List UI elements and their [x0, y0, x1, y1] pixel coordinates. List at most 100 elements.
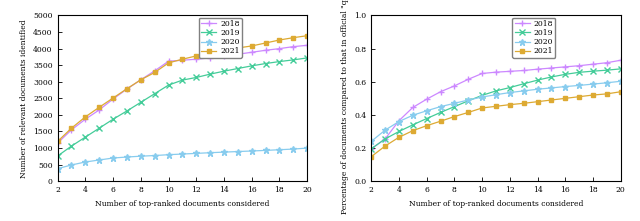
2021 [381, 145, 389, 147]
2021 [137, 78, 145, 81]
Legend: 2018, 2019, 2020, 2021: 2018, 2019, 2020, 2021 [512, 18, 556, 58]
2020 [465, 99, 472, 101]
2019 [193, 76, 200, 79]
2019 [451, 105, 458, 108]
2020 [81, 161, 89, 163]
2018 [123, 88, 131, 90]
2018 [395, 119, 403, 122]
2020 [548, 87, 556, 89]
2018 [220, 55, 228, 58]
2019 [367, 148, 375, 150]
2018 [303, 44, 311, 47]
2018 [367, 148, 375, 150]
2021 [123, 87, 131, 90]
2019 [603, 69, 611, 72]
2020 [506, 91, 514, 94]
2021 [561, 97, 569, 100]
2020 [248, 150, 255, 152]
2021 [492, 105, 500, 108]
2018 [603, 61, 611, 64]
2020 [234, 150, 242, 153]
2019 [95, 127, 103, 130]
2020 [206, 151, 214, 154]
2018 [289, 45, 297, 48]
2019 [206, 73, 214, 75]
2020 [561, 85, 569, 88]
2020 [289, 148, 297, 150]
Line: 2021: 2021 [56, 34, 309, 143]
Line: 2018: 2018 [369, 57, 623, 152]
Line: 2019: 2019 [55, 55, 310, 159]
2019 [262, 62, 269, 65]
2018 [151, 69, 159, 72]
2020 [478, 96, 486, 98]
2019 [409, 124, 417, 126]
2021 [506, 103, 514, 106]
2019 [561, 73, 569, 76]
2020 [617, 80, 625, 83]
2021 [589, 94, 597, 96]
2021 [220, 49, 228, 51]
2021 [193, 55, 200, 57]
2019 [137, 101, 145, 104]
2019 [423, 117, 431, 120]
2020 [164, 153, 172, 156]
2019 [478, 94, 486, 97]
2020 [95, 159, 103, 161]
2018 [520, 69, 527, 72]
2019 [123, 110, 131, 112]
2020 [123, 156, 131, 158]
2021 [520, 102, 527, 105]
2018 [534, 68, 541, 70]
2019 [151, 92, 159, 95]
X-axis label: Number of top-ranked documents considered: Number of top-ranked documents considere… [409, 200, 583, 208]
2019 [81, 136, 89, 138]
2018 [589, 63, 597, 66]
2021 [548, 99, 556, 101]
2020 [492, 93, 500, 96]
2020 [575, 84, 583, 87]
2019 [575, 71, 583, 74]
Y-axis label: Number of relevant documents identified: Number of relevant documents identified [20, 19, 28, 178]
2018 [137, 78, 145, 81]
2020 [303, 147, 311, 149]
2018 [276, 47, 284, 50]
2019 [534, 79, 541, 82]
2019 [54, 155, 61, 157]
2021 [465, 111, 472, 114]
2021 [234, 47, 242, 49]
2019 [395, 130, 403, 133]
X-axis label: Number of top-ranked documents considered: Number of top-ranked documents considere… [95, 200, 269, 208]
2018 [423, 98, 431, 101]
2020 [451, 102, 458, 105]
Y-axis label: Percentage of documents compared to that in official "qrels": Percentage of documents compared to that… [340, 0, 349, 214]
2020 [68, 164, 76, 166]
Line: 2018: 2018 [55, 42, 310, 146]
2018 [179, 59, 186, 61]
2021 [68, 127, 76, 130]
2019 [492, 90, 500, 92]
2018 [381, 138, 389, 140]
Line: 2021: 2021 [369, 90, 623, 159]
2019 [520, 82, 527, 85]
2018 [81, 118, 89, 121]
2020 [534, 88, 541, 91]
2020 [395, 120, 403, 123]
2020 [179, 153, 186, 155]
2018 [95, 109, 103, 111]
2021 [534, 100, 541, 103]
2018 [561, 65, 569, 68]
2018 [451, 85, 458, 87]
2018 [465, 78, 472, 81]
2020 [151, 154, 159, 157]
2020 [109, 157, 117, 159]
2018 [164, 60, 172, 63]
2021 [95, 106, 103, 109]
2021 [289, 36, 297, 39]
2020 [276, 149, 284, 151]
2021 [395, 136, 403, 139]
2018 [68, 128, 76, 131]
Line: 2020: 2020 [54, 145, 310, 172]
2021 [54, 140, 61, 143]
2020 [409, 114, 417, 117]
